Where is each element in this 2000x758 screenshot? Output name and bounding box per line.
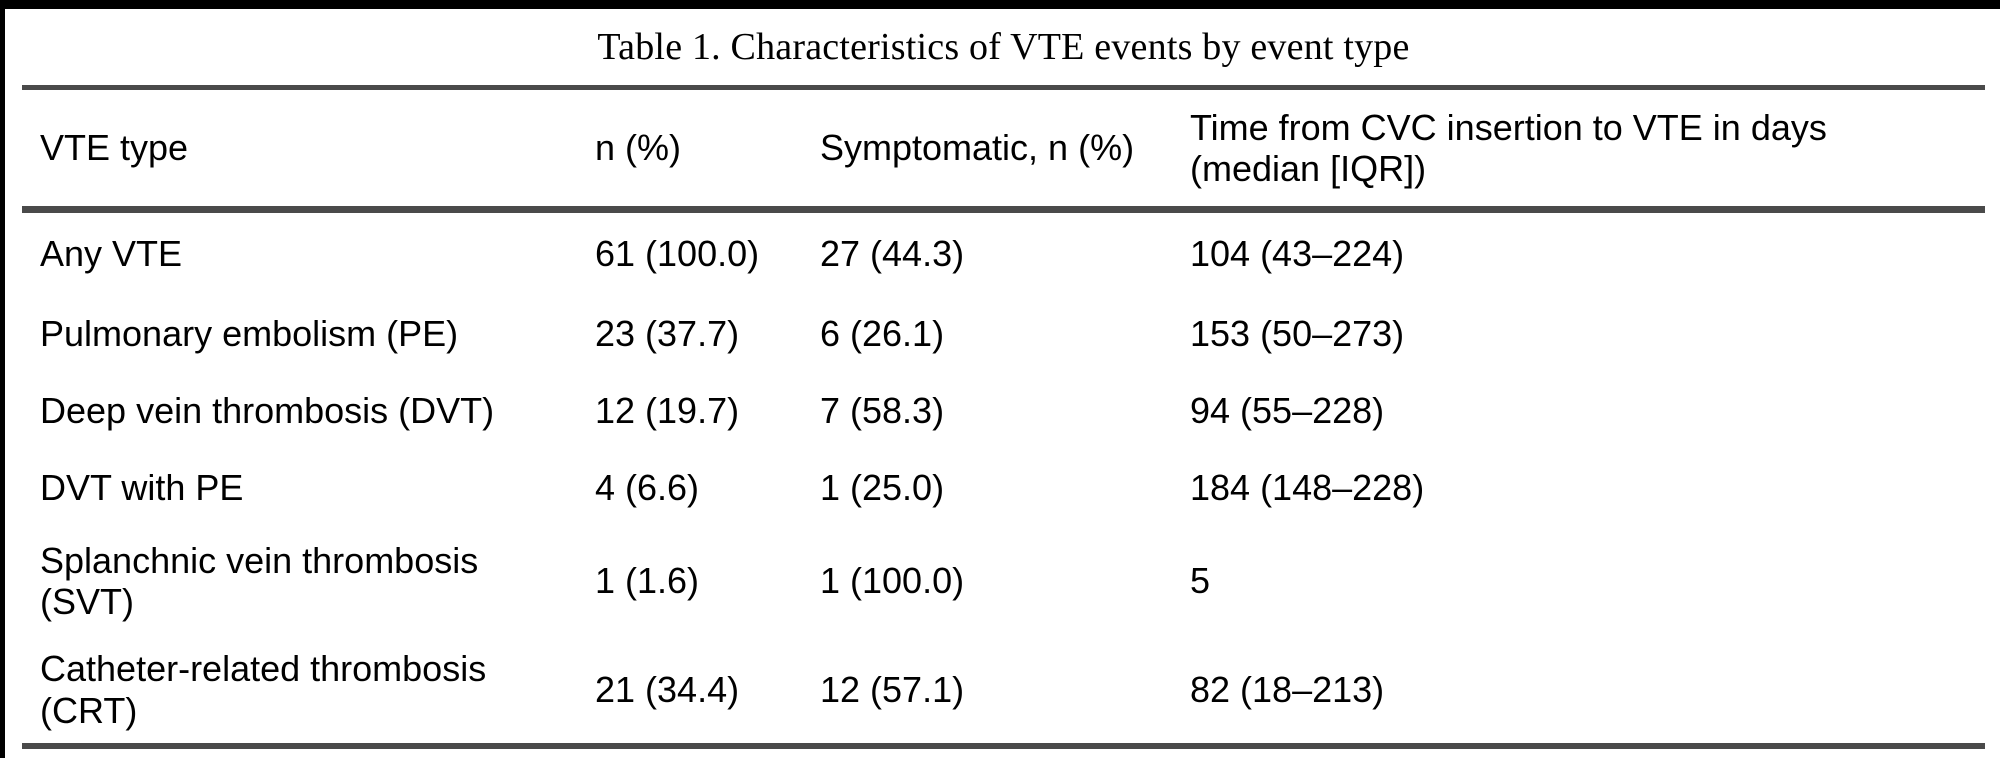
- table-title-band: Table 1. Characteristics of VTE events b…: [22, 9, 1985, 85]
- vte-events-table: Table 1. Characteristics of VTE events b…: [22, 9, 1985, 749]
- divider-bottom: [22, 743, 1985, 749]
- cell-n-pct: 1 (1.6): [595, 560, 700, 602]
- table-row-splanchnic-vein-thrombosis: Splanchnic vein thrombosis (SVT) 1 (1.6)…: [22, 526, 1985, 636]
- cell-vte-type: DVT with PE: [40, 466, 244, 508]
- cell-symptomatic: 6 (26.1): [820, 312, 945, 354]
- cell-symptomatic: 7 (58.3): [820, 389, 945, 431]
- column-header-symptomatic: Symptomatic, n (%): [820, 127, 1135, 169]
- cell-vte-type: Any VTE: [40, 233, 183, 275]
- table-row-any-vte: Any VTE 61 (100.0) 27 (44.3) 104 (43–224…: [22, 213, 1985, 295]
- cell-time-from-cvc: 5: [1190, 560, 1211, 602]
- table-title: Table 1. Characteristics of VTE events b…: [597, 26, 1410, 68]
- column-header-vte-type: VTE type: [40, 127, 189, 169]
- cell-vte-type: Pulmonary embolism (PE): [40, 312, 459, 354]
- table-row-pulmonary-embolism: Pulmonary embolism (PE) 23 (37.7) 6 (26.…: [22, 295, 1985, 372]
- cell-n-pct: 12 (19.7): [595, 389, 740, 431]
- cell-n-pct: 21 (34.4): [595, 668, 740, 710]
- column-header-time-from-cvc: Time from CVC insertion to VTE in days (…: [1190, 106, 1827, 189]
- cell-n-pct: 4 (6.6): [595, 466, 700, 508]
- table-row-dvt-with-pe: DVT with PE 4 (6.6) 1 (25.0) 184 (148–22…: [22, 449, 1985, 526]
- cell-symptomatic: 1 (25.0): [820, 466, 945, 508]
- cell-symptomatic: 27 (44.3): [820, 233, 965, 275]
- divider-below-title: [22, 85, 1985, 90]
- table-row-catheter-related-thrombosis: Catheter-related thrombosis (CRT) 21 (34…: [22, 636, 1985, 743]
- cell-n-pct: 23 (37.7): [595, 312, 740, 354]
- cell-symptomatic: 12 (57.1): [820, 668, 965, 710]
- cell-time-from-cvc: 94 (55–228): [1190, 389, 1385, 431]
- cell-n-pct: 61 (100.0): [595, 233, 760, 275]
- cell-vte-type: Splanchnic vein thrombosis (SVT): [40, 539, 479, 622]
- divider-below-header: [22, 206, 1985, 213]
- table-body: Any VTE 61 (100.0) 27 (44.3) 104 (43–224…: [22, 213, 1985, 743]
- column-header-n-pct: n (%): [595, 127, 682, 169]
- table-header-row: VTE type n (%) Symptomatic, n (%) Time f…: [22, 90, 1985, 206]
- cell-symptomatic: 1 (100.0): [820, 560, 965, 602]
- cell-time-from-cvc: 153 (50–273): [1190, 312, 1405, 354]
- cell-time-from-cvc: 104 (43–224): [1190, 233, 1405, 275]
- cell-time-from-cvc: 82 (18–213): [1190, 668, 1385, 710]
- cell-vte-type: Deep vein thrombosis (DVT): [40, 389, 495, 431]
- cell-vte-type: Catheter-related thrombosis (CRT): [40, 648, 487, 731]
- cell-time-from-cvc: 184 (148–228): [1190, 466, 1425, 508]
- left-frame-bar: [0, 0, 5, 758]
- table-row-deep-vein-thrombosis: Deep vein thrombosis (DVT) 12 (19.7) 7 (…: [22, 372, 1985, 449]
- top-frame-bar: [0, 0, 2000, 9]
